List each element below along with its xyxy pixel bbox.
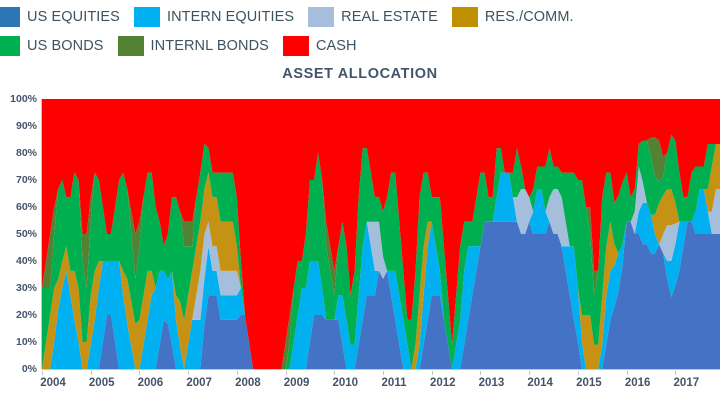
x-axis-tick-mark xyxy=(42,371,43,375)
legend-row-1: US EQUITIES INTERN EQUITIES REAL ESTATE … xyxy=(0,2,720,31)
y-axis-tick-label: 10% xyxy=(15,336,37,348)
legend-swatch-us-equities xyxy=(0,6,20,27)
x-axis-tick-label: 2010 xyxy=(332,377,359,389)
legend-swatch-real-estate xyxy=(308,6,335,27)
legend-label-intern-equities: INTERN EQUITIES xyxy=(166,8,295,25)
x-axis-tick-label: 2014 xyxy=(527,377,553,389)
area-series-internl-bonds xyxy=(42,135,720,369)
x-axis-tick-mark xyxy=(577,371,579,375)
legend-item-us-equities[interactable]: US EQUITIES xyxy=(0,6,126,28)
area-series-us-equities xyxy=(42,221,720,369)
asset-allocation-chart: 0% 10% 20% 30% 40% 50% 60% 70% 80% 90% 100% 2004 20… xyxy=(0,92,720,401)
legend-swatch-intern-equities xyxy=(133,6,160,27)
y-axis-tick-label: 90% xyxy=(15,120,37,132)
x-axis-tick-label: 2011 xyxy=(381,377,407,389)
y-axis-tick-label: 60% xyxy=(15,201,37,213)
y-axis-tick-label: 0% xyxy=(21,363,37,375)
y-axis-tick-label: 100% xyxy=(10,93,37,105)
legend-label-real-estate: REAL ESTATE xyxy=(341,8,438,25)
x-axis-tick-mark xyxy=(236,371,238,375)
area-series-real-estate xyxy=(42,166,720,369)
x-axis: 2004 2005 2006 2007 2008 2009 2010 2011 2012 2013… xyxy=(40,371,720,401)
legend-label-us-bonds: US BONDS xyxy=(27,37,104,54)
legend-row-2: US BONDS INTERNL BONDS CASH xyxy=(0,31,720,60)
legend-item-intern-equities[interactable]: INTERN EQUITIES xyxy=(133,6,300,28)
legend-label-cash: CASH xyxy=(315,37,357,54)
x-axis-tick-mark xyxy=(334,371,336,375)
legend-swatch-cash xyxy=(282,35,309,56)
legend-item-res-comm[interactable]: RES./COMM. xyxy=(451,6,580,28)
x-axis-tick-label: 2007 xyxy=(186,377,212,389)
x-axis-tick-mark xyxy=(626,371,628,375)
chart-legend: US EQUITIES INTERN EQUITIES REAL ESTATE … xyxy=(0,0,720,62)
legend-swatch-internl-bonds xyxy=(117,35,144,56)
legend-item-internl-bonds[interactable]: INTERNL BONDS xyxy=(117,35,275,57)
x-axis-tick-label: 2016 xyxy=(624,377,651,389)
y-axis-line xyxy=(41,99,42,369)
y-axis-tick-label: 50% xyxy=(15,228,37,240)
x-axis-tick-mark xyxy=(139,371,141,375)
x-axis-tick-label: 2015 xyxy=(576,377,602,389)
y-axis-tick-label: 80% xyxy=(15,147,37,159)
x-axis-tick-label: 2005 xyxy=(88,377,115,389)
y-axis-tick-label: 20% xyxy=(15,309,37,321)
x-axis-tick-label: 2006 xyxy=(137,377,164,389)
x-axis-tick-mark xyxy=(90,371,92,375)
x-axis-tick-mark xyxy=(285,371,287,375)
chart-title: ASSET ALLOCATION xyxy=(282,66,438,82)
legend-item-cash[interactable]: CASH xyxy=(282,35,363,57)
x-axis-tick-mark xyxy=(188,371,190,375)
x-axis-tick-label: 2004 xyxy=(40,377,66,389)
area-series-cash xyxy=(42,99,720,369)
x-axis-tick-label: 2012 xyxy=(429,377,456,389)
x-axis-tick-mark xyxy=(675,371,677,375)
legend-label-res-comm: RES./COMM. xyxy=(484,8,574,25)
y-axis: 0% 10% 20% 30% 40% 50% 60% 70% 80% 90% 100% xyxy=(0,92,42,376)
y-axis-tick-label: 30% xyxy=(15,282,37,294)
y-axis-tick-label: 70% xyxy=(15,174,37,186)
legend-label-us-equities: US EQUITIES xyxy=(27,8,120,25)
area-series-res-comm xyxy=(42,144,720,369)
x-axis-tick-mark xyxy=(480,371,482,375)
legend-item-real-estate[interactable]: REAL ESTATE xyxy=(308,6,444,28)
x-axis-tick-mark xyxy=(529,371,531,375)
plot-area xyxy=(42,99,720,369)
x-axis-tick-label: 2013 xyxy=(478,377,505,389)
legend-item-us-bonds[interactable]: US BONDS xyxy=(0,35,110,57)
legend-label-internl-bonds: INTERNL BONDS xyxy=(150,37,269,54)
x-axis-tick-mark xyxy=(431,371,433,375)
x-axis-tick-label: 2017 xyxy=(673,377,700,389)
x-axis-tick-label: 2009 xyxy=(283,377,310,389)
area-series-us-bonds xyxy=(42,135,720,369)
stacked-area-svg xyxy=(42,99,720,369)
x-axis-tick-label: 2008 xyxy=(235,377,261,389)
y-axis-tick-label: 40% xyxy=(15,255,37,267)
x-axis-line xyxy=(42,369,720,370)
legend-swatch-res-comm xyxy=(451,6,478,27)
legend-swatch-us-bonds xyxy=(0,35,20,56)
x-axis-tick-mark xyxy=(383,371,385,375)
